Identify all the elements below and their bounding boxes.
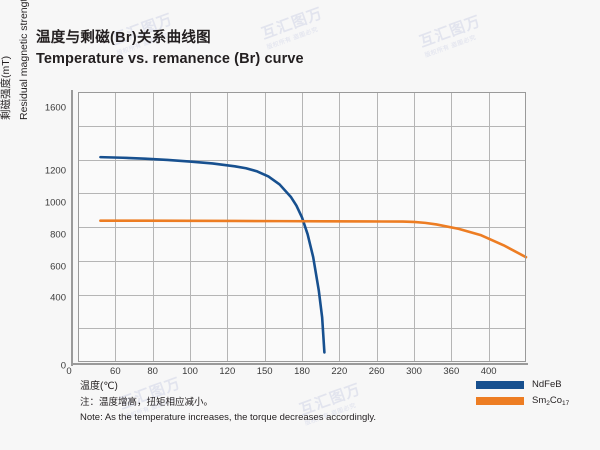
y-axis-spine	[71, 90, 73, 366]
x-axis-spine	[71, 363, 528, 365]
y-tick-label: 600	[50, 261, 66, 273]
y-tick-label: 1000	[44, 197, 66, 209]
x-tick-label: 150	[256, 366, 273, 377]
page-title-en: Temperature vs. remanence (Br) curve	[36, 51, 304, 68]
x-tick-label: 80	[147, 366, 158, 377]
gridline-horizontal	[78, 294, 526, 296]
series-line-ndfeb	[99, 155, 326, 354]
note-cn: 注：温度增高，扭矩相应减小。	[80, 397, 214, 408]
x-tick-label: 400	[480, 366, 497, 377]
note-en: Note: As the temperature increases, the …	[80, 411, 377, 423]
legend-label-smco: Sm2Co17	[532, 395, 570, 407]
gridline-horizontal	[78, 125, 526, 127]
y-axis-title-cn: 剩磁强度(mT)	[0, 55, 12, 120]
y-origin-label: 0	[60, 360, 66, 372]
y-tick-label: 1600	[44, 102, 66, 114]
x-tick-label: 180	[294, 366, 310, 377]
gridline-horizontal	[78, 193, 526, 195]
x-tick-label: 300	[406, 366, 422, 377]
x-axis-tick-labels: 0 60 80 100 120 150 180 220 260 300 360 400	[0, 366, 600, 382]
watermark: 互汇图万版权所有 盗图必究	[417, 12, 484, 59]
gridline-horizontal	[78, 227, 526, 228]
x-tick-label: 220	[331, 366, 348, 377]
plot-area	[78, 92, 528, 362]
chart-title-block: 温度与剩磁(Br)关系曲线图 Temperature vs. remanence…	[36, 28, 304, 70]
gridline-horizontal	[78, 159, 526, 161]
note-block: 注：温度增高，扭矩相应减小。 Note: As the temperature …	[80, 396, 376, 425]
legend-swatch-ndfeb	[476, 380, 524, 389]
legend-label-ndfeb: NdFeB	[532, 379, 562, 390]
y-tick-label: 800	[50, 229, 66, 241]
y-axis-title-en: Residual magnetic strength (mT)	[18, 0, 30, 120]
legend-swatch-smco	[476, 396, 524, 405]
x-tick-label: 60	[110, 366, 121, 377]
y-tick-label: 400	[50, 292, 66, 304]
x-tick-label: 120	[219, 366, 236, 377]
chart-legend: NdFeB Sm2Co17	[476, 378, 569, 410]
plot-background	[78, 92, 528, 362]
y-tick-label: 1200	[44, 165, 66, 177]
page-title-cn: 温度与剩磁(Br)关系曲线图	[36, 30, 211, 46]
x-tick-label: 260	[368, 366, 385, 377]
x-tick-label: 100	[182, 366, 198, 377]
gridline-horizontal	[78, 260, 526, 262]
x-tick-label: 360	[443, 366, 460, 377]
x-axis-title: 温度(℃)	[80, 381, 118, 392]
series-line-sm2co17	[99, 219, 528, 259]
gridline-horizontal	[78, 328, 526, 330]
x-tick-label: 0	[66, 366, 72, 377]
legend-item-ndfeb[interactable]: NdFeB	[476, 378, 569, 391]
y-axis-tick-labels: 1600 1200 1000 800 600 400 0	[0, 0, 66, 450]
legend-item-smco[interactable]: Sm2Co17	[476, 394, 569, 407]
curve-series-group	[99, 155, 528, 354]
